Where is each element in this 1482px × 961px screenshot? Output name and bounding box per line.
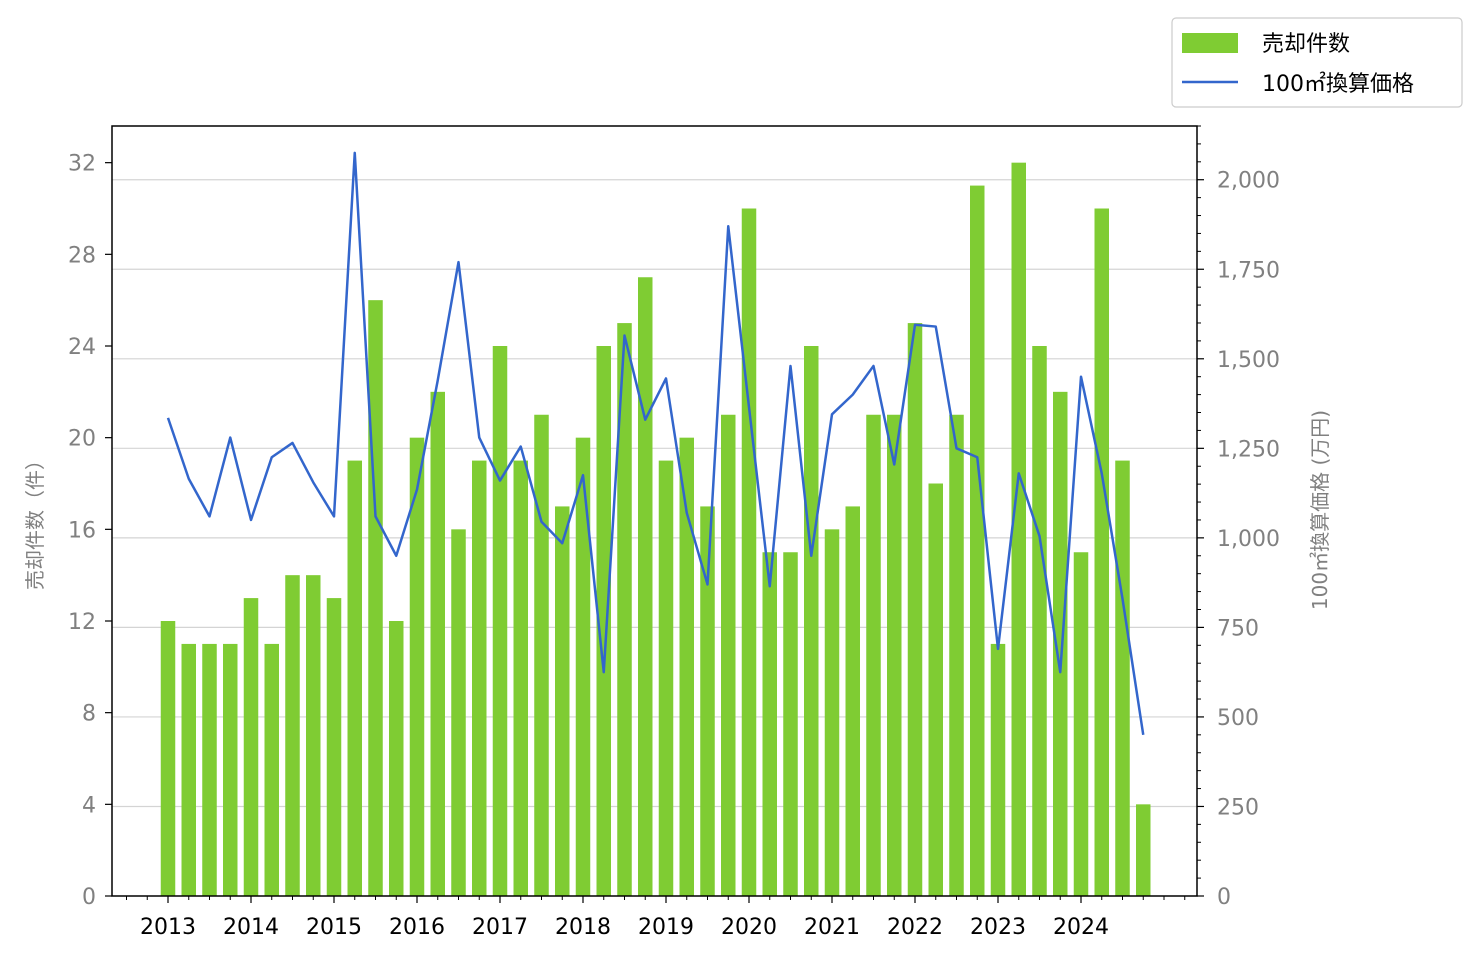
bar [658,460,674,896]
bar [223,643,238,896]
bar [762,552,777,896]
bar [949,414,964,896]
bar [1094,208,1109,896]
bar [617,323,632,896]
bar [1011,162,1026,896]
bar [1136,804,1151,896]
bar [285,575,300,896]
bar [679,437,694,896]
bar [575,437,591,896]
left-tick-label: 16 [68,518,96,543]
right-tick-label: 1,750 [1217,258,1280,283]
legend-box [1171,17,1463,108]
bar [181,643,196,896]
bar [824,529,840,896]
x-tick-label: 2018 [555,915,611,940]
legend-bar-label: 売却件数 [1262,32,1350,57]
left-tick-label: 32 [68,152,96,177]
right-axis-ticks: 0 250 500 750 1,000 1,250 1,500 1,750 2,000 [1197,125,1280,910]
bar [1073,552,1089,896]
bar [472,460,487,896]
bar [160,621,176,896]
bar [1115,460,1130,896]
bar [513,460,528,896]
left-tick-label: 0 [82,885,96,910]
bar [596,346,611,896]
bar [243,598,259,896]
left-axis-title: 売却件数（件） [23,450,47,590]
bar [1032,346,1047,896]
right-tick-label: 0 [1217,885,1231,910]
x-tick-label: 2019 [638,915,694,940]
left-tick-label: 8 [82,702,96,727]
bar [700,506,715,896]
bar [804,346,819,896]
bar [451,529,466,896]
bar [534,414,549,896]
bar [845,506,860,896]
x-tick-label: 2020 [721,915,777,940]
right-tick-label: 1,500 [1217,348,1280,373]
left-tick-label: 12 [68,610,96,635]
bar [866,414,881,896]
legend-line-label: 100㎡換算価格 [1262,71,1414,97]
left-tick-label: 20 [68,427,96,452]
bar [389,621,404,896]
left-tick-label: 28 [68,243,96,268]
bar [492,346,508,896]
bar [990,643,1006,896]
bar-series [160,162,1151,897]
bar [907,323,923,896]
bar [202,643,217,896]
x-tick-label: 2013 [140,915,196,940]
bar [783,552,798,896]
bar [430,391,445,896]
x-tick-label: 2023 [970,915,1026,940]
x-tick-label: 2017 [472,915,528,940]
right-tick-label: 750 [1217,616,1259,641]
x-axis-ticks: 2013 2014 2015 2016 2017 2018 2019 2020 2021 2022… [126,896,1186,940]
legend: 売却件数 100㎡換算価格 [1171,17,1463,108]
x-tick-label: 2016 [389,915,445,940]
price-line [166,151,1145,736]
bar [1053,391,1068,896]
plot-frame [111,125,1198,897]
right-tick-label: 2,000 [1217,169,1280,194]
bar [409,437,425,896]
bar [326,598,342,896]
bar [741,208,757,896]
x-tick-label: 2022 [887,915,943,940]
bar [887,414,902,896]
x-tick-label: 2015 [306,915,362,940]
left-tick-label: 4 [82,793,96,818]
right-tick-label: 250 [1217,795,1259,820]
bar [555,506,570,896]
bar [970,185,985,897]
bar [264,643,279,896]
x-tick-label: 2021 [804,915,860,940]
bar [638,277,653,896]
right-tick-label: 1,000 [1217,527,1280,552]
x-tick-label: 2014 [223,915,279,940]
right-tick-label: 500 [1217,706,1259,731]
bar [347,460,362,896]
bar [928,483,943,896]
bar [721,414,736,896]
legend-bar-swatch [1182,33,1238,53]
bar [306,575,321,896]
x-tick-label: 2024 [1053,915,1109,940]
bar [368,300,383,897]
right-tick-label: 1,250 [1217,437,1280,462]
left-tick-label: 24 [68,335,96,360]
right-axis-title: 100㎡換算価格 (万円) [1308,410,1332,610]
left-axis-ticks: 0 4 8 12 16 20 24 28 32 [68,152,112,910]
